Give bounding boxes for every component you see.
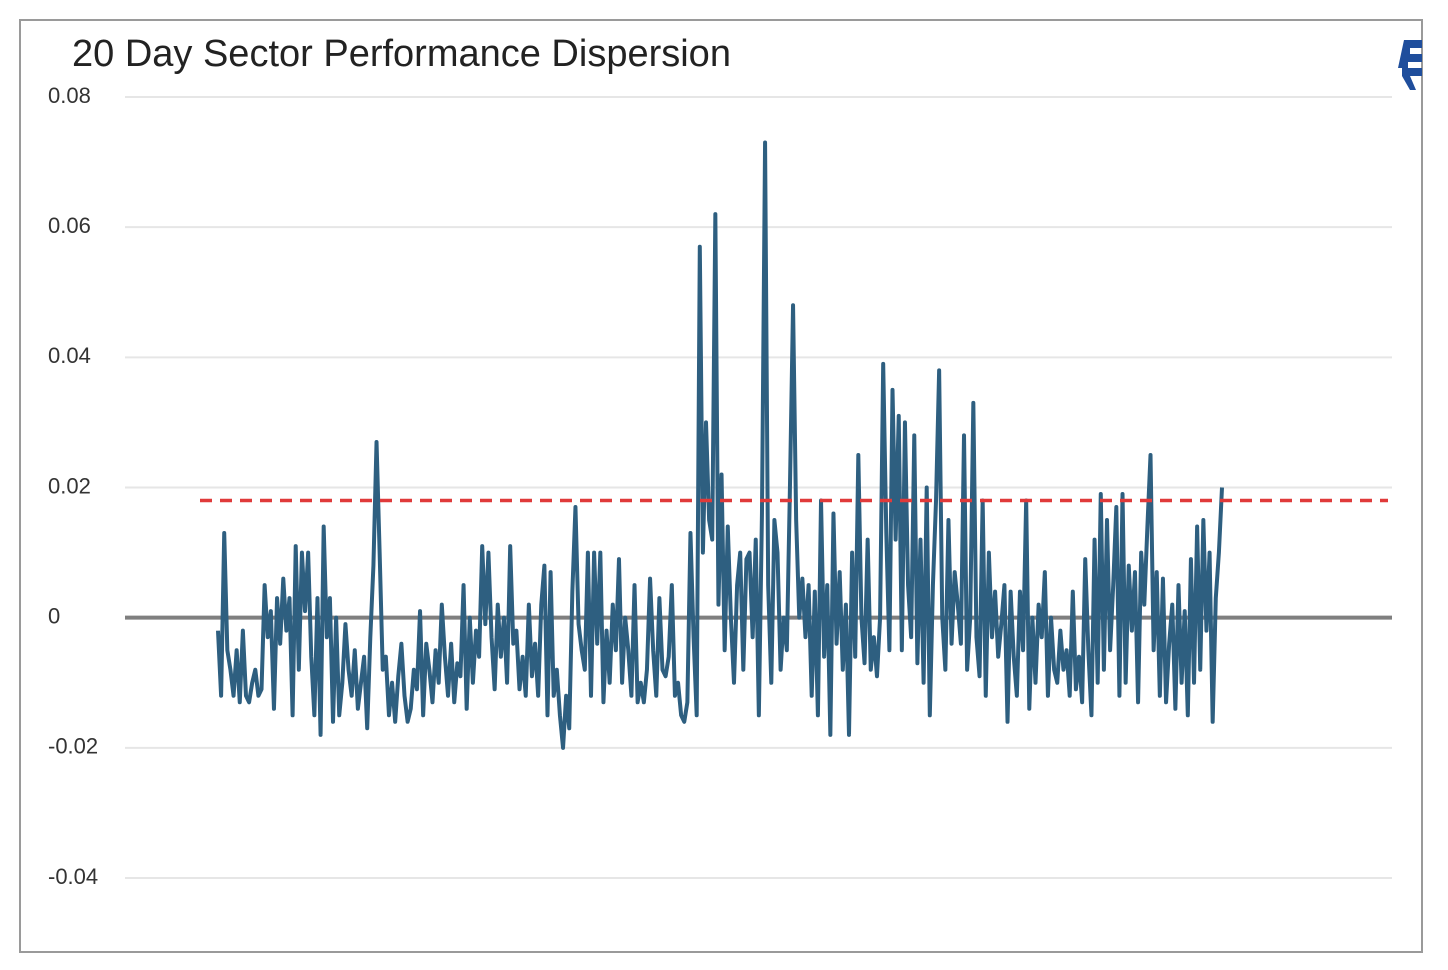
y-tick-label: 0.06 <box>48 213 91 238</box>
chart-title: 20 Day Sector Performance Dispersion <box>72 33 731 75</box>
y-tick-label: 0.04 <box>48 343 91 368</box>
y-tick-label: -0.04 <box>48 864 98 889</box>
y-tick-label: 0.02 <box>48 473 91 498</box>
y-tick-label: 0 <box>48 603 60 628</box>
plot <box>200 140 1388 750</box>
y-tick-label: 0.08 <box>48 83 91 108</box>
y-tick-label: -0.02 <box>48 734 98 759</box>
series-line <box>216 140 1224 750</box>
logo <box>1398 40 1422 90</box>
